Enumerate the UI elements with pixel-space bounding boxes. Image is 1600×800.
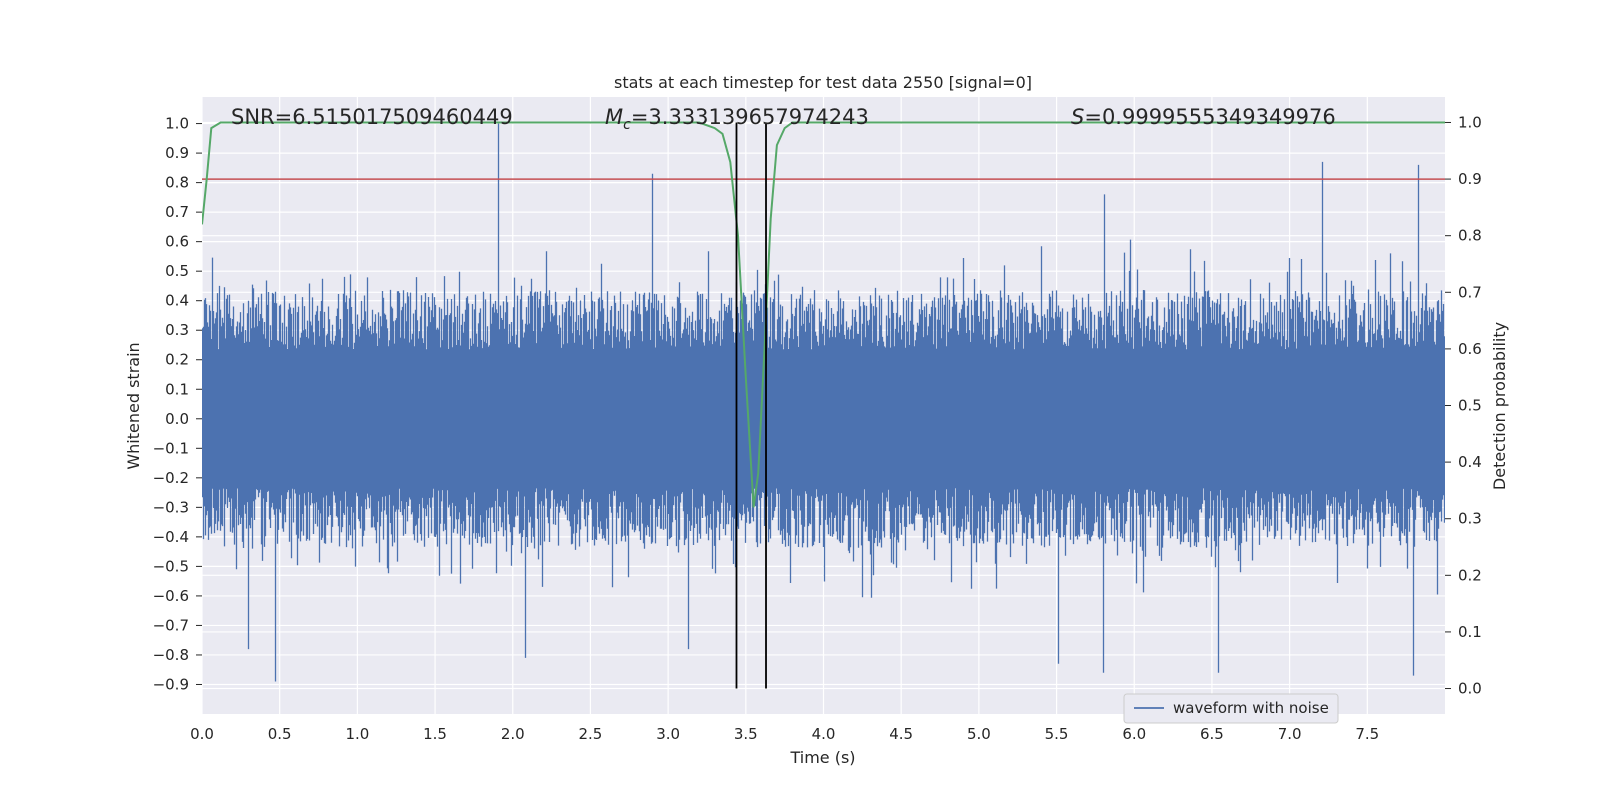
- y-right-tick-label: 1.0: [1458, 113, 1482, 131]
- y-right-tick-label: 0.3: [1458, 510, 1482, 528]
- waveform-line: [202, 123, 1445, 682]
- x-tick-label: 6.0: [1122, 725, 1146, 743]
- x-tick-label: 2.0: [501, 725, 525, 743]
- y-tick-label: −0.3: [153, 498, 189, 516]
- x-axis-label: Time (s): [789, 748, 855, 767]
- x-tick-label: 0.5: [268, 725, 292, 743]
- y-right-axis-label: Detection probability: [1490, 322, 1509, 490]
- x-tick-label: 0.0: [190, 725, 214, 743]
- y-tick-label: −0.7: [153, 616, 189, 634]
- x-tick-label: 5.5: [1045, 725, 1069, 743]
- y-right-tick-label: 0.8: [1458, 227, 1482, 245]
- y-tick-label: 0.5: [165, 262, 189, 280]
- y-tick-label: −0.9: [153, 675, 189, 693]
- x-tick-label: 1.0: [345, 725, 369, 743]
- x-tick-label: 3.0: [656, 725, 680, 743]
- y-tick-label: 0.0: [165, 410, 189, 428]
- y-tick-label: −0.4: [153, 528, 189, 546]
- y-tick-label: −0.8: [153, 646, 189, 664]
- legend-box: [1123, 693, 1339, 724]
- snr-annotation: SNR=6.515017509460449: [231, 105, 513, 129]
- y-right-axis-ticks: 0.0 0.1 0.2 0.3 0.4 0.5 0.6 0.7 0.8 0.9 1.0: [1445, 113, 1482, 698]
- y-right-tick-label: 0.6: [1458, 340, 1482, 358]
- x-tick-label: 6.5: [1200, 725, 1224, 743]
- legend-label-waveform: waveform with noise: [1173, 699, 1329, 717]
- y-right-tick-label: 0.0: [1458, 680, 1482, 698]
- y-tick-label: −0.1: [153, 439, 189, 457]
- score-symbol: S: [1071, 105, 1084, 129]
- x-tick-label: 4.5: [889, 725, 913, 743]
- legend: waveform with noise: [1123, 693, 1339, 724]
- x-axis-ticks: 0.0 0.5 1.0 1.5 2.0 2.5 3.0 3.5 4.0 4.5 5.0 5.5 6.0 6…: [190, 725, 1379, 743]
- y-tick-label: −0.2: [153, 469, 189, 487]
- chart-title: stats at each timestep for test data 255…: [614, 73, 1032, 92]
- score-value: =0.9999555349349976: [1084, 105, 1335, 129]
- score-annotation: S=0.9999555349349976: [1071, 105, 1336, 129]
- x-tick-label: 7.0: [1278, 725, 1302, 743]
- y-tick-label: 0.1: [165, 380, 189, 398]
- y-tick-label: 0.2: [165, 351, 189, 369]
- y-tick-label: 1.0: [165, 115, 189, 133]
- chirp-mass-annotation: Mc=3.333139657974243: [605, 105, 869, 133]
- y-right-tick-label: 0.5: [1458, 397, 1482, 415]
- y-tick-label: 0.8: [165, 174, 189, 192]
- y-tick-label: 0.4: [165, 292, 189, 310]
- y-tick-label: 0.3: [165, 321, 189, 339]
- y-right-tick-label: 0.1: [1458, 623, 1482, 641]
- y-right-tick-label: 0.4: [1458, 453, 1482, 471]
- chirp-mass-symbol: M: [605, 105, 623, 129]
- chirp-mass-value: =3.333139657974243: [631, 105, 869, 129]
- y-tick-label: −0.5: [153, 557, 189, 575]
- x-tick-label: 3.5: [734, 725, 758, 743]
- x-tick-label: 5.0: [967, 725, 991, 743]
- y-tick-label: −0.6: [153, 587, 189, 605]
- y-tick-label: 0.6: [165, 233, 189, 251]
- x-tick-label: 7.5: [1355, 725, 1379, 743]
- y-right-tick-label: 0.9: [1458, 170, 1482, 188]
- x-tick-label: 2.5: [579, 725, 603, 743]
- y-tick-label: 0.9: [165, 144, 189, 162]
- y-axis-ticks: −0.9 −0.8 −0.7 −0.6 −0.5 −0.4 −0.3 −0.2 −0.1 0.0 0…: [153, 115, 202, 693]
- detection-probability-line: [202, 121, 1445, 508]
- overlay-series: [202, 121, 1445, 689]
- x-tick-label: 4.0: [812, 725, 836, 743]
- waveform-series: [202, 123, 1445, 682]
- y-right-tick-label: 0.2: [1458, 566, 1482, 584]
- chirp-mass-subscript: c: [623, 117, 631, 133]
- y-right-tick-label: 0.7: [1458, 283, 1482, 301]
- y-tick-label: 0.7: [165, 203, 189, 221]
- x-tick-label: 1.5: [423, 725, 447, 743]
- y-axis-label: Whitened strain: [124, 342, 143, 469]
